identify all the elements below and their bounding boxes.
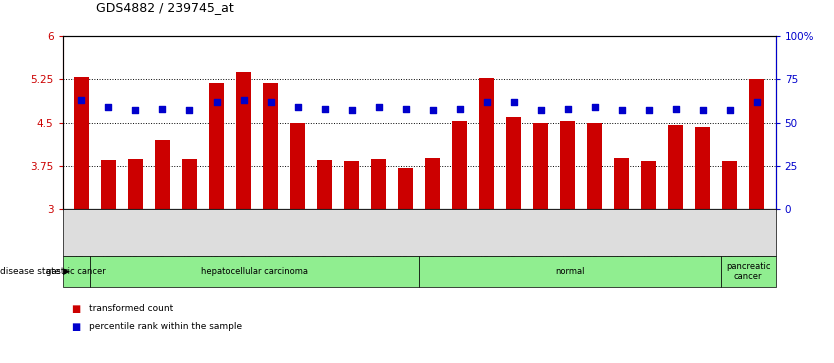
- Point: [426, 107, 440, 113]
- Bar: [209, 83, 224, 209]
- Point: [156, 106, 169, 112]
- Bar: [371, 159, 386, 209]
- Bar: [425, 158, 440, 209]
- Bar: [587, 122, 602, 209]
- Bar: [749, 79, 764, 209]
- Point: [669, 106, 682, 112]
- Bar: [128, 159, 143, 209]
- Bar: [74, 77, 89, 209]
- Bar: [398, 168, 413, 209]
- Point: [696, 107, 710, 113]
- Point: [507, 99, 520, 105]
- Text: percentile rank within the sample: percentile rank within the sample: [89, 322, 243, 331]
- Bar: [155, 140, 170, 209]
- Point: [453, 106, 466, 112]
- Bar: [480, 78, 494, 209]
- Point: [372, 104, 385, 110]
- Bar: [668, 125, 683, 209]
- Point: [399, 106, 412, 112]
- Bar: [696, 127, 710, 209]
- Point: [723, 107, 736, 113]
- Bar: [236, 72, 251, 209]
- Text: GDS4882 / 239745_at: GDS4882 / 239745_at: [96, 1, 234, 15]
- Point: [75, 97, 88, 103]
- Bar: [614, 158, 629, 209]
- Point: [561, 106, 575, 112]
- Point: [642, 107, 656, 113]
- Bar: [344, 161, 359, 209]
- Bar: [317, 160, 332, 209]
- Bar: [533, 122, 548, 209]
- Point: [345, 107, 359, 113]
- Text: ■: ■: [71, 303, 80, 314]
- Text: normal: normal: [555, 267, 585, 276]
- Bar: [290, 122, 305, 209]
- Point: [588, 104, 601, 110]
- Bar: [722, 161, 737, 209]
- Point: [128, 107, 142, 113]
- Bar: [452, 121, 467, 209]
- Text: gastric cancer: gastric cancer: [47, 267, 106, 276]
- Point: [102, 104, 115, 110]
- Text: pancreatic
cancer: pancreatic cancer: [726, 262, 771, 281]
- Point: [264, 99, 277, 105]
- Point: [615, 107, 628, 113]
- Bar: [182, 159, 197, 209]
- Point: [183, 107, 196, 113]
- Bar: [263, 83, 278, 209]
- Text: hepatocellular carcinoma: hepatocellular carcinoma: [201, 267, 308, 276]
- Bar: [560, 121, 575, 209]
- Point: [237, 97, 250, 103]
- Text: transformed count: transformed count: [89, 304, 173, 313]
- Point: [210, 99, 224, 105]
- Bar: [641, 161, 656, 209]
- Point: [534, 107, 547, 113]
- Point: [318, 106, 331, 112]
- Bar: [101, 160, 116, 209]
- Bar: [506, 117, 521, 209]
- Point: [291, 104, 304, 110]
- Text: ■: ■: [71, 322, 80, 332]
- Point: [750, 99, 763, 105]
- Point: [480, 99, 493, 105]
- Text: disease state ▶: disease state ▶: [0, 267, 70, 276]
